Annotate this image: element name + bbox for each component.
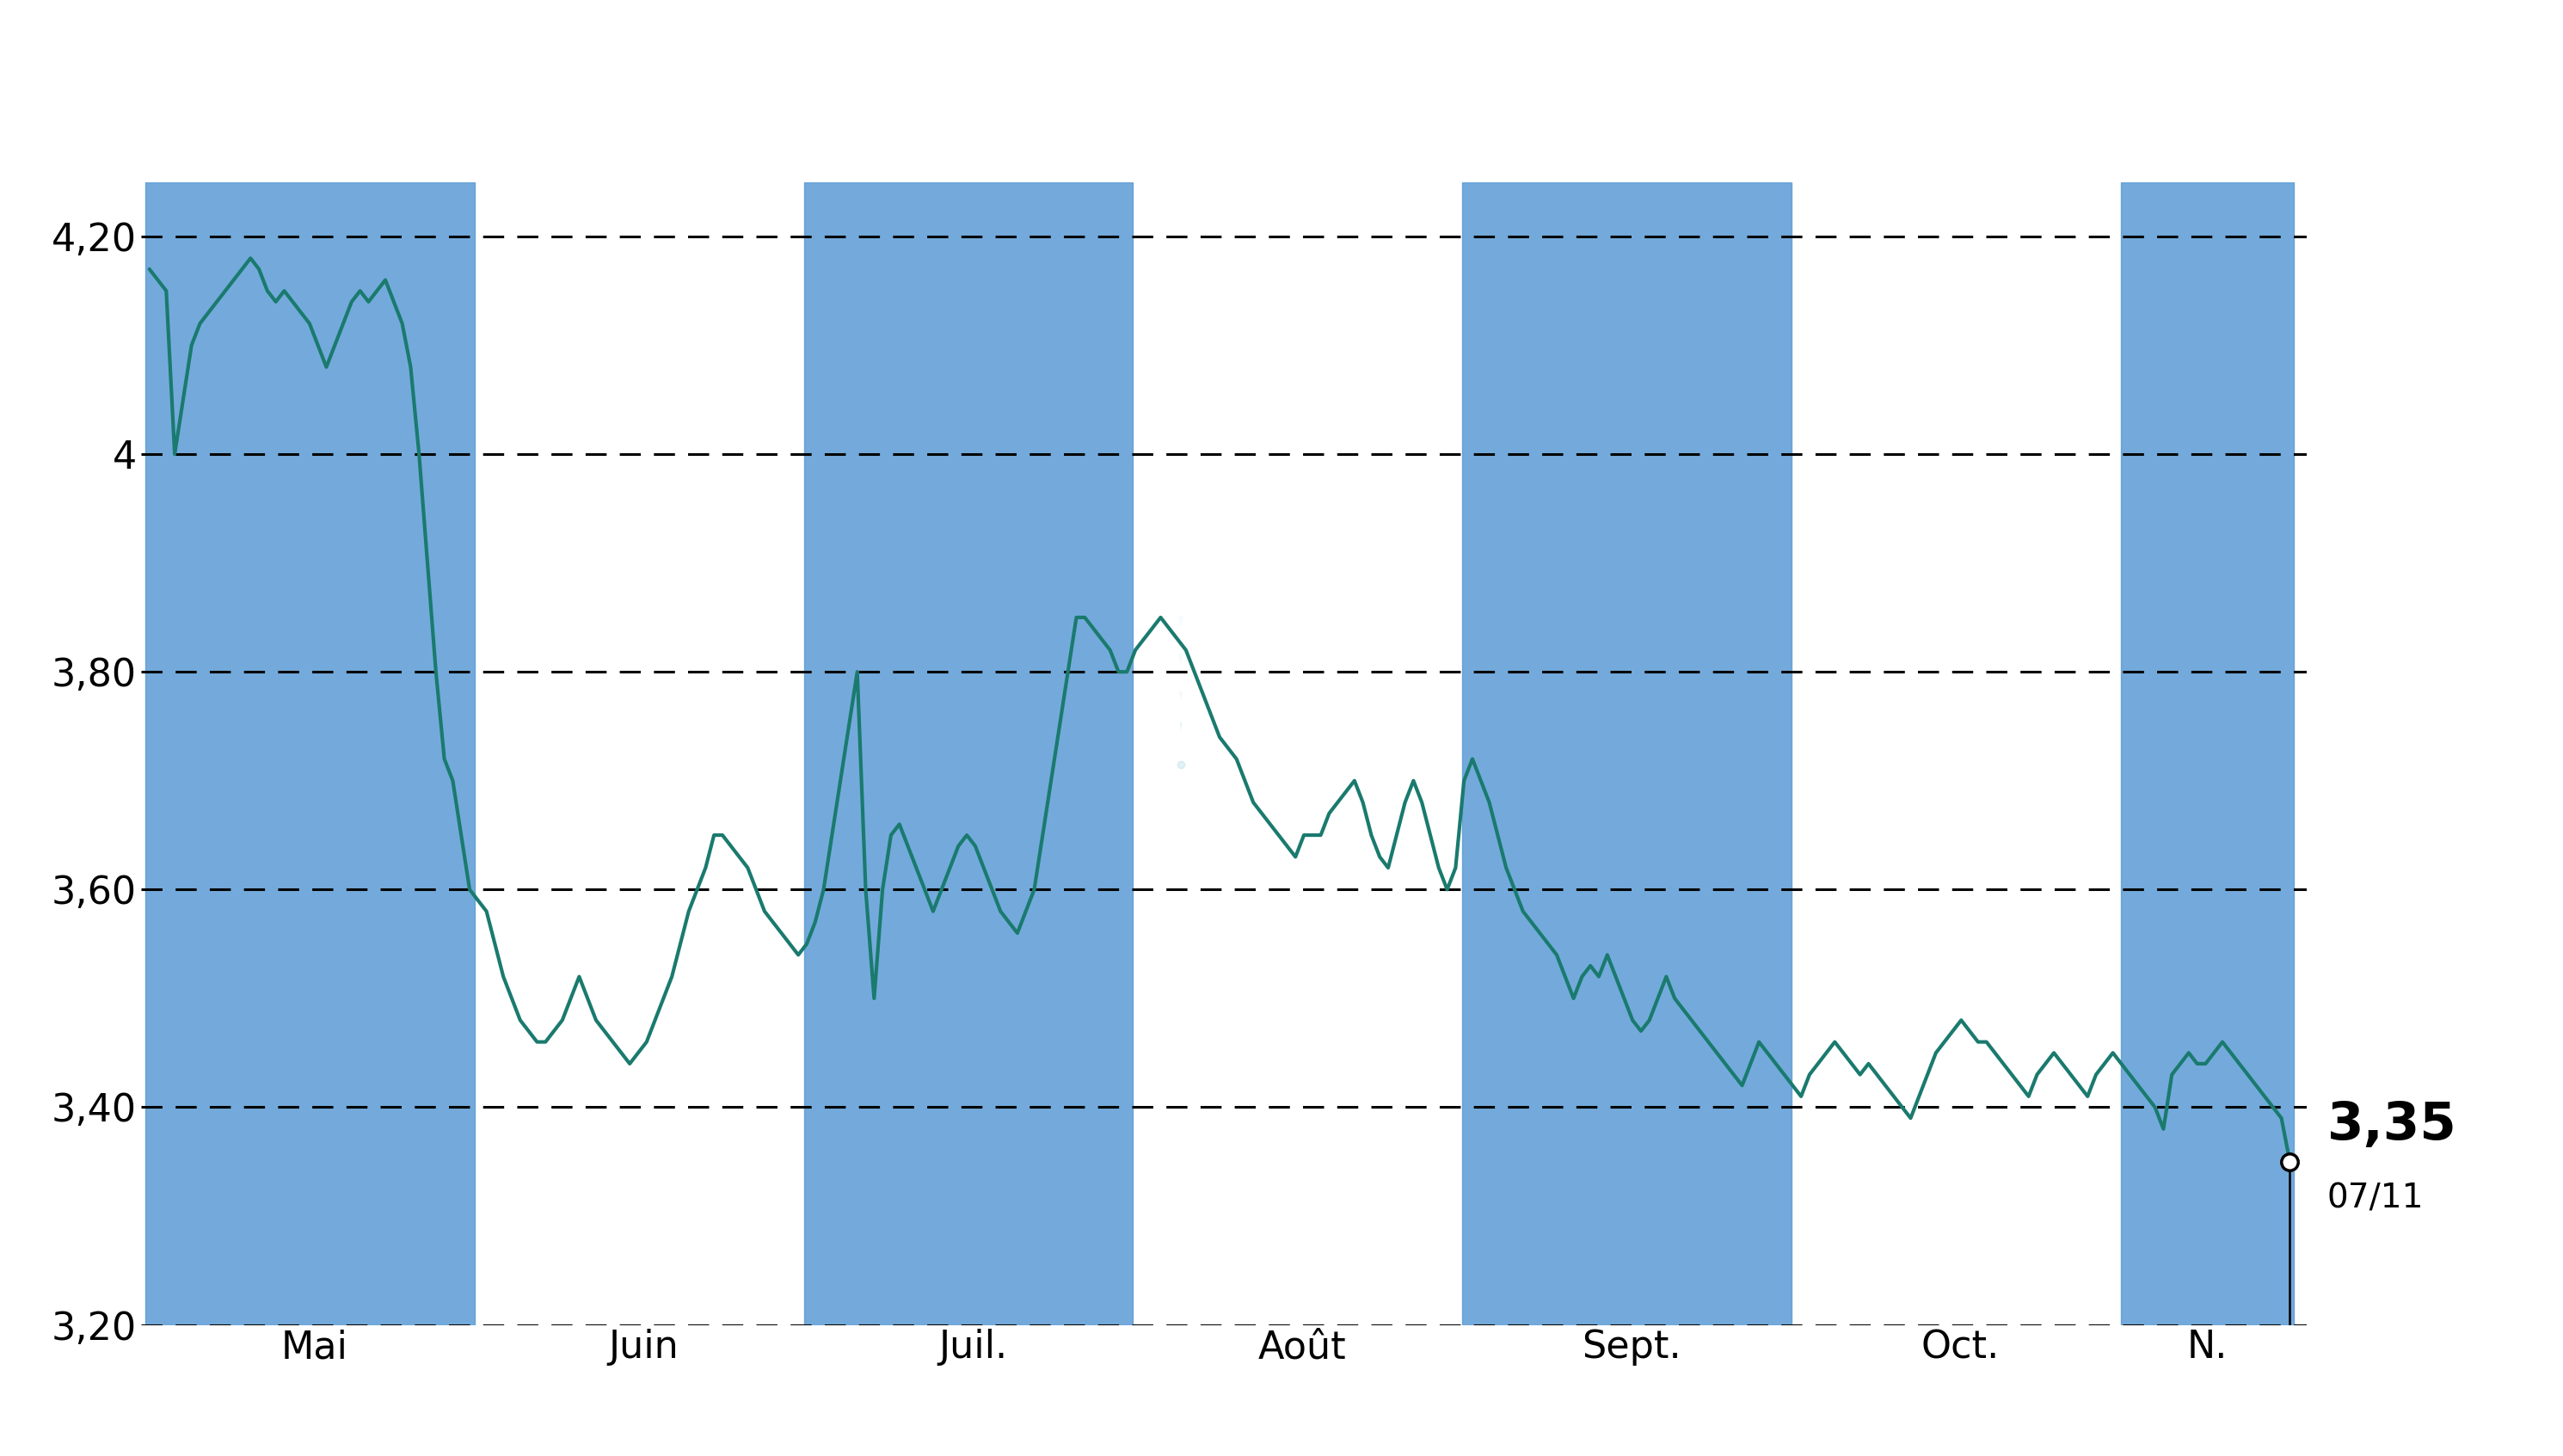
- Bar: [805, 182, 1133, 1325]
- Text: Borussia Dortmund GmbH & Co KGaA: Borussia Dortmund GmbH & Co KGaA: [277, 38, 2286, 130]
- Text: 3,35: 3,35: [2327, 1099, 2458, 1150]
- Text: 07/11: 07/11: [2327, 1182, 2425, 1214]
- Bar: [2122, 182, 2294, 1325]
- Bar: [1463, 182, 1792, 1325]
- Bar: [146, 182, 474, 1325]
